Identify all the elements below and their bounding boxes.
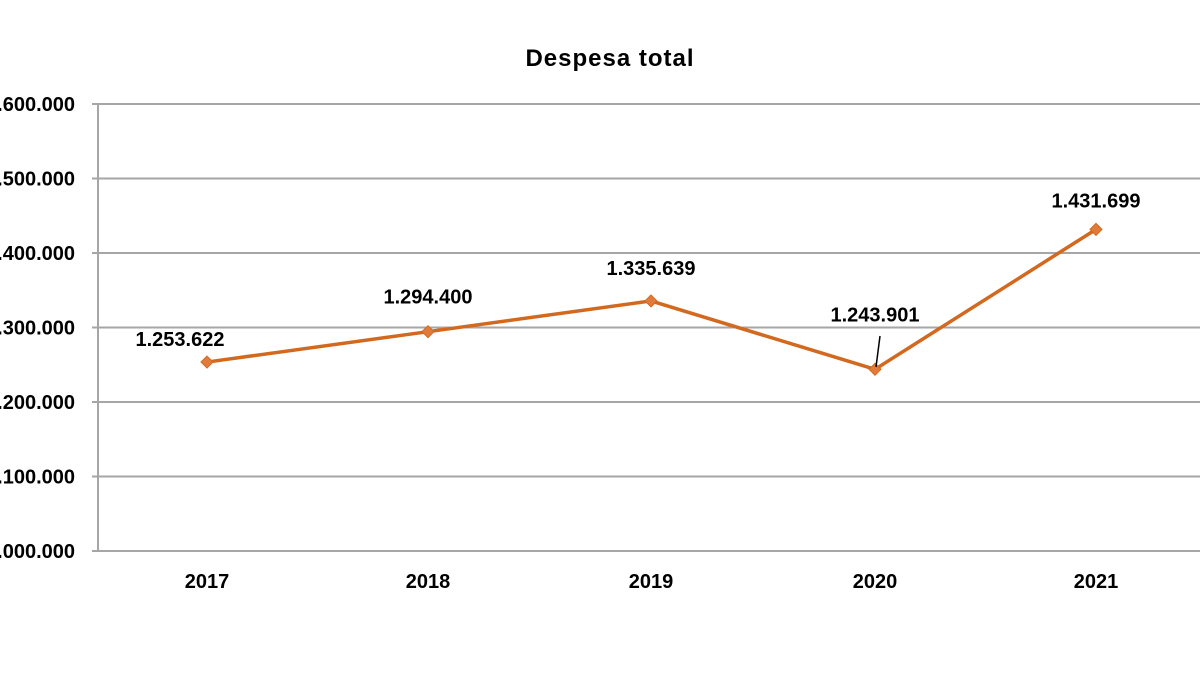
y-tick-label: 1.200.000	[0, 392, 75, 414]
data-point	[868, 362, 882, 377]
x-tick-label: 2019	[629, 571, 674, 593]
x-tick-label: 2017	[185, 571, 230, 593]
data-label: 1.243.901	[831, 304, 920, 326]
data-label: 1.431.699	[1052, 190, 1141, 212]
y-tick-label: 1.100.000	[0, 467, 75, 489]
y-tick-label: 1.300.000	[0, 318, 75, 340]
x-tick-label: 2020	[853, 571, 898, 593]
data-label: 1.335.639	[607, 258, 696, 280]
data-point	[1089, 222, 1103, 237]
data-point	[644, 294, 658, 308]
y-tick-label: 1.500.000	[0, 169, 75, 191]
data-label: 1.253.622	[136, 329, 225, 351]
data-point	[200, 355, 214, 369]
y-tick-label: 1.400.000	[0, 243, 75, 265]
leader-line	[875, 335, 881, 368]
y-tick-label: 1.600.000	[0, 94, 75, 116]
data-point	[421, 324, 435, 339]
x-tick-label: 2018	[406, 571, 451, 593]
data-label: 1.294.400	[384, 287, 473, 309]
chart-title: Despesa total	[525, 45, 694, 72]
y-tick-label: 1.000.000	[0, 541, 75, 563]
x-tick-label: 2021	[1074, 571, 1119, 593]
